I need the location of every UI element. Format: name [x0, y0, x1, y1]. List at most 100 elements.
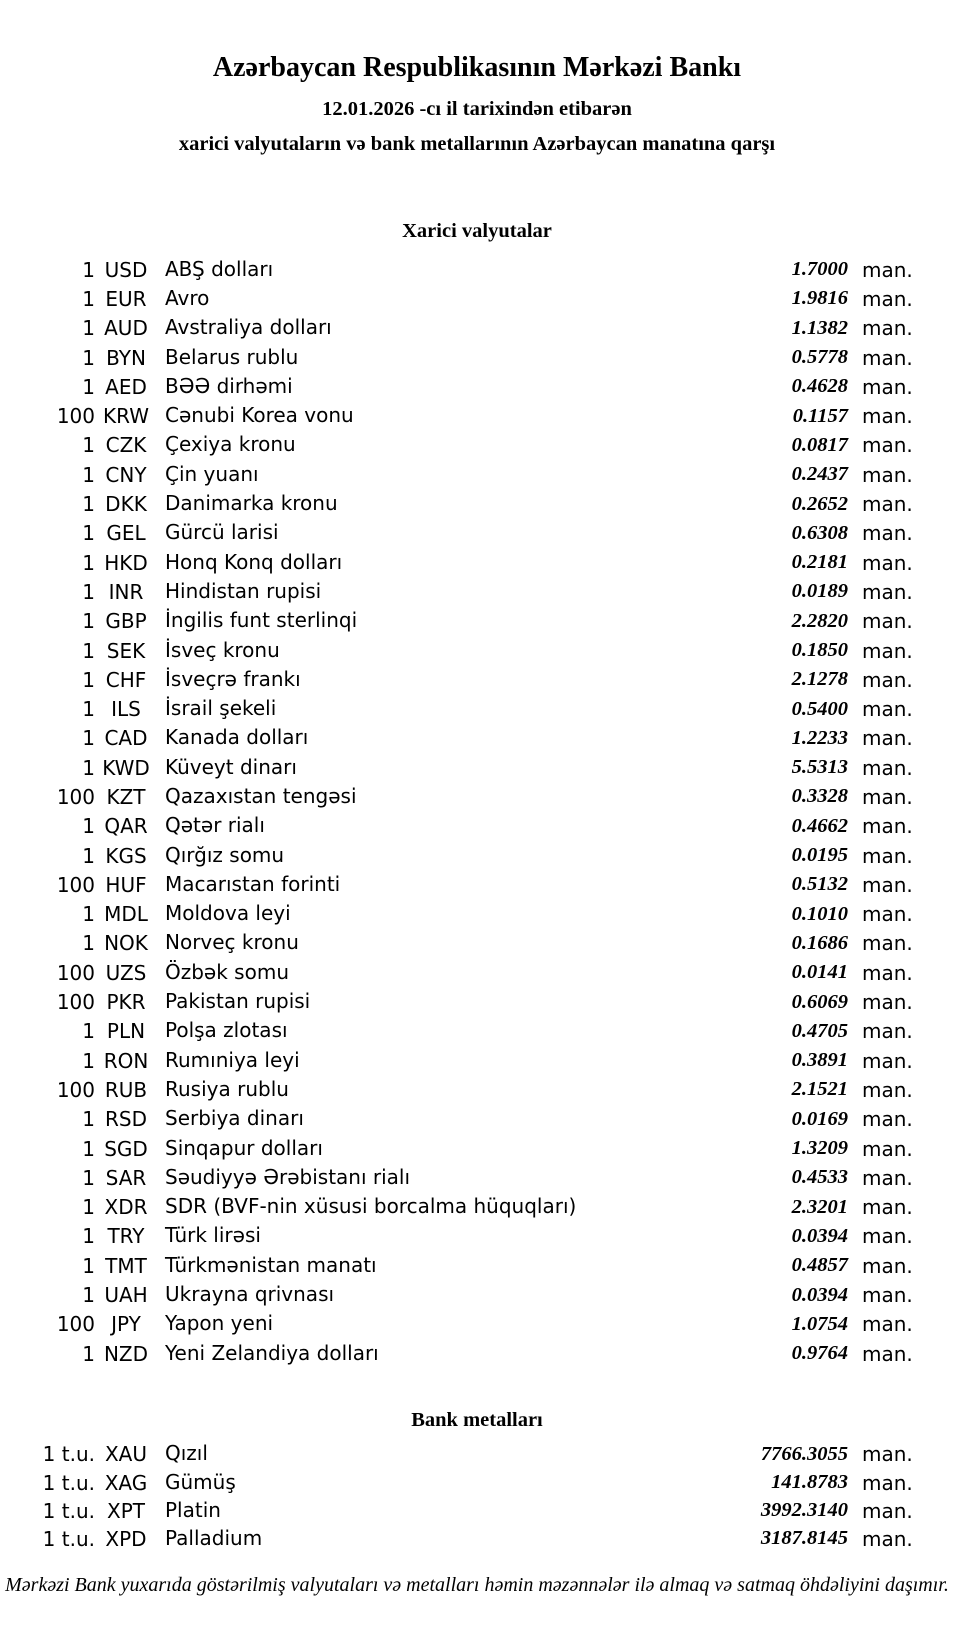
rate-value: 3187.8145 [760, 1527, 848, 1550]
currency-name: Çexiya kronu [165, 432, 296, 457]
currency-name: Pakistan rupisi [165, 989, 311, 1014]
unit-label: man. [862, 1498, 913, 1523]
quantity: 1 [82, 492, 95, 517]
unit-label: man. [862, 374, 913, 399]
currency-code: GEL [106, 521, 146, 546]
table-row: 100 KZT Qazaxıstan tengəsi 0.3328 man. [0, 782, 915, 811]
rate-value: 2.1521 [791, 1078, 848, 1101]
unit-label: man. [862, 433, 913, 458]
table-row: 1 CZK Çexiya kronu 0.0817 man. [0, 431, 915, 460]
currency-name: Türkmənistan manatı [165, 1252, 377, 1277]
currency-code: JPY [111, 1312, 141, 1337]
currency-name: ABŞ dolları [165, 256, 274, 281]
table-row: 1 XDR SDR (BVF-nin xüsusi borcalma hüquqla… [0, 1193, 915, 1222]
table-row: 1 NZD Yeni Zelandiya dolları 0.9764 man. [0, 1339, 915, 1368]
page-header: Azərbaycan Respublikasının Mərkəzi Bankı… [0, 0, 954, 156]
rate-value: 0.1157 [792, 404, 848, 427]
table-row: 1 PLN Polşa zlotası 0.4705 man. [0, 1017, 915, 1046]
rate-value: 0.3891 [791, 1049, 848, 1072]
quantity: 1 [82, 1224, 95, 1249]
quantity: 1 [82, 462, 95, 487]
currencies-table: 1 USD ABŞ dolları 1.7000 man. 1 EUR Avro 1.9816 m… [0, 255, 915, 1368]
rate-value: 0.4533 [791, 1166, 848, 1189]
currency-name: İsrail şekeli [165, 696, 277, 721]
quantity: 1 [82, 1136, 95, 1161]
currency-name: Avro [165, 285, 210, 310]
rate-value: 0.0141 [791, 961, 848, 984]
table-row: 1 SGD Sinqapur dolları 1.3209 man. [0, 1134, 915, 1163]
quantity: 1 t.u. [42, 1470, 95, 1495]
currency-name: Moldova leyi [165, 901, 291, 926]
quantity: 1 [82, 374, 95, 399]
rate-value: 2.3201 [791, 1195, 848, 1218]
quantity: 1 [82, 1048, 95, 1073]
quantity: 1 [82, 550, 95, 575]
table-row: 1 CNY Çin yuanı 0.2437 man. [0, 460, 915, 489]
currency-name: Norveç kronu [165, 930, 299, 955]
currency-name: Rumıniya leyi [165, 1047, 300, 1072]
table-row: 1 DKK Danimarka kronu 0.2652 man. [0, 489, 915, 518]
table-row: 1 RSD Serbiya dinarı 0.0169 man. [0, 1105, 915, 1134]
table-row: 100 UZS Özbək somu 0.0141 man. [0, 958, 915, 987]
unit-label: man. [862, 697, 913, 722]
quantity: 1 [82, 286, 95, 311]
currency-code: SEK [106, 638, 146, 663]
quantity: 1 [82, 843, 95, 868]
unit-label: man. [862, 1253, 913, 1278]
currency-code: SAR [105, 1165, 147, 1190]
rate-value: 0.1686 [791, 931, 848, 954]
table-row: 1 t.u. XPT Platin 3992.3140 man. [0, 1497, 915, 1525]
rate-value: 1.7000 [791, 258, 848, 281]
unit-label: man. [862, 784, 913, 809]
unit-label: man. [862, 843, 913, 868]
table-row: 100 PKR Pakistan rupisi 0.6069 man. [0, 987, 915, 1016]
table-row: 1 GBP İngilis funt sterlinqi 2.2820 man. [0, 607, 915, 636]
unit-label: man. [862, 1442, 913, 1467]
currency-code: XAU [104, 1442, 148, 1467]
unit-label: man. [862, 1526, 913, 1551]
currency-code: TRY [107, 1224, 145, 1249]
currency-name: Macarıstan forinti [165, 871, 341, 896]
rate-value: 0.5132 [791, 873, 848, 896]
unit-label: man. [862, 638, 913, 663]
currency-name: Çin yuanı [165, 461, 259, 486]
rate-value: 1.3209 [791, 1137, 848, 1160]
currency-name: Qətər rialı [165, 813, 265, 838]
currency-name: Qırğız somu [165, 842, 285, 867]
table-row: 1 TMT Türkmənistan manatı 0.4857 man. [0, 1251, 915, 1280]
unit-label: man. [862, 609, 913, 634]
rate-value: 0.6069 [791, 990, 848, 1013]
quantity: 100 [56, 1077, 95, 1102]
currency-code: HUF [105, 872, 147, 897]
rate-value: 1.1382 [791, 316, 848, 339]
currency-code: CHF [105, 667, 147, 692]
currency-code: EUR [105, 286, 147, 311]
rate-value: 1.0754 [791, 1312, 848, 1335]
currency-name: İsveç kronu [165, 637, 280, 662]
currency-code: AED [105, 374, 147, 399]
table-row: 1 CAD Kanada dolları 1.2233 man. [0, 724, 915, 753]
currency-name: Honq Konq dolları [165, 549, 343, 574]
table-row: 1 UAH Ukrayna qrivnası 0.0394 man. [0, 1280, 915, 1309]
quantity: 1 [82, 1165, 95, 1190]
rate-value: 0.0189 [791, 580, 848, 603]
quantity: 100 [56, 990, 95, 1015]
page-title: Azərbaycan Respublikasının Mərkəzi Bankı [212, 52, 742, 83]
unit-label: man. [862, 1019, 913, 1044]
currency-name: Gümüş [165, 1469, 236, 1494]
currency-name: Qazaxıstan tengəsi [165, 783, 357, 808]
quantity: 1 [82, 316, 95, 341]
effective-date: 12.01.2026 -cı il tarixindən etibarən [322, 98, 632, 120]
quantity: 100 [56, 960, 95, 985]
unit-label: man. [862, 462, 913, 487]
currency-code: RSD [105, 1107, 147, 1132]
rate-value: 0.2437 [791, 463, 848, 486]
quantity: 1 [82, 609, 95, 634]
rate-value: 0.0394 [791, 1283, 848, 1306]
quantity: 100 [56, 1312, 95, 1337]
currency-code: KZT [106, 784, 146, 809]
quantity: 1 [82, 1341, 95, 1366]
currency-name: Yapon yeni [165, 1311, 274, 1336]
currency-name: İsveçrə frankı [165, 666, 301, 691]
